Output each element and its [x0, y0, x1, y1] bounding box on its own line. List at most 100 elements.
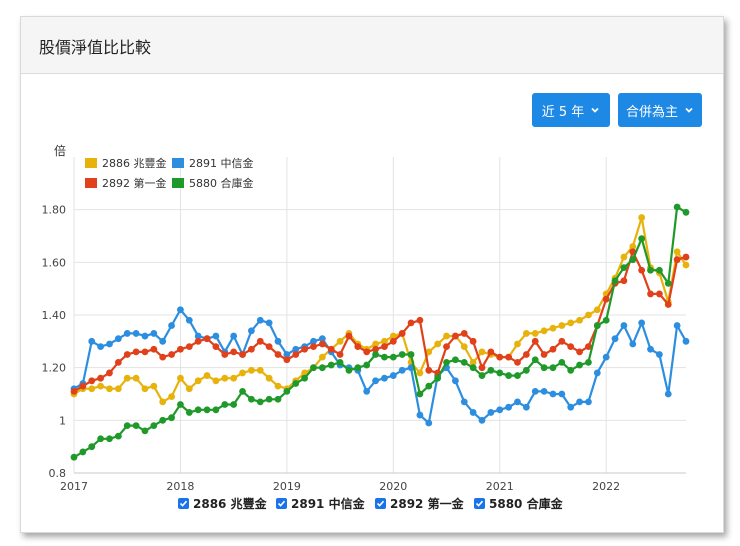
data-point — [522, 330, 530, 337]
data-point — [460, 398, 468, 406]
data-point — [70, 453, 78, 461]
data-point — [159, 416, 167, 424]
data-point — [363, 387, 371, 395]
data-point — [389, 353, 397, 361]
series-line-1 — [73, 308, 687, 425]
x-tick-label: 2022 — [592, 480, 620, 493]
checkbox-checked-icon — [375, 498, 386, 509]
data-point — [141, 348, 149, 356]
data-point — [469, 359, 477, 366]
data-point — [318, 335, 326, 343]
data-point — [132, 348, 140, 356]
data-point — [381, 374, 388, 382]
data-point — [327, 345, 335, 353]
data-point — [141, 427, 149, 435]
data-point — [292, 351, 300, 358]
checkbox-2886[interactable]: 2886 兆豐金 — [178, 495, 267, 512]
data-point — [434, 374, 442, 382]
data-point — [460, 343, 468, 350]
data-point — [79, 382, 87, 390]
data-point — [540, 351, 548, 358]
data-point — [531, 356, 539, 364]
x-tick-label: 2019 — [273, 480, 301, 493]
data-point — [585, 398, 592, 406]
data-point — [549, 324, 557, 332]
data-point — [629, 340, 637, 348]
data-point — [310, 364, 317, 372]
data-point — [398, 330, 406, 337]
data-point — [106, 385, 113, 393]
data-point — [620, 277, 628, 285]
data-point — [682, 337, 690, 345]
checkbox-checked-icon — [178, 498, 189, 509]
data-point — [177, 306, 184, 314]
data-point — [522, 366, 530, 374]
data-point — [230, 401, 238, 408]
legend-label: 2886 兆豐金 — [102, 156, 167, 170]
data-point — [185, 343, 193, 350]
data-point — [230, 348, 238, 356]
data-point — [602, 316, 610, 324]
data-point — [647, 345, 654, 353]
data-point — [168, 322, 175, 329]
legend-label: 5880 合庫金 — [189, 176, 254, 190]
data-point — [345, 332, 353, 340]
data-point — [416, 411, 424, 419]
data-point — [602, 353, 610, 361]
data-point — [416, 369, 424, 377]
data-point — [576, 316, 583, 324]
data-point — [558, 390, 566, 398]
data-point — [407, 351, 415, 358]
data-point — [159, 398, 167, 406]
checkbox-5880[interactable]: 5880 合庫金 — [474, 495, 563, 512]
data-point — [514, 398, 521, 406]
data-point — [310, 337, 317, 345]
data-point — [549, 364, 557, 372]
data-point — [106, 435, 113, 443]
data-point — [664, 280, 672, 287]
y-axis-label: 倍 — [54, 143, 66, 158]
data-point — [168, 414, 175, 422]
card-header: 股價淨值比比較 — [21, 17, 723, 74]
range-dropdown-label: 近 5 年 — [541, 104, 585, 120]
data-point — [505, 403, 513, 411]
data-point — [593, 369, 601, 377]
data-point — [611, 335, 619, 343]
data-point — [132, 330, 140, 337]
data-point — [114, 359, 122, 366]
series-line-2 — [73, 250, 687, 393]
y-tick-label: 1.80 — [42, 204, 67, 217]
data-point — [114, 432, 122, 440]
data-point — [496, 406, 504, 414]
data-point — [177, 374, 184, 382]
data-point — [381, 353, 388, 361]
data-point — [487, 409, 495, 416]
pb-ratio-card: 股價淨值比比較 近 5 年 合併為主 0.8 1 1.20 1.40 1.60 1.80 2… — [20, 16, 724, 533]
checkbox-2891[interactable]: 2891 中信金 — [276, 495, 365, 512]
data-point — [239, 387, 246, 395]
data-point — [97, 382, 105, 390]
data-point — [425, 382, 433, 390]
data-point — [389, 332, 397, 340]
data-point — [363, 348, 371, 356]
data-point — [318, 353, 326, 361]
data-point — [673, 203, 681, 211]
data-point — [318, 364, 326, 372]
data-point — [443, 343, 450, 350]
range-dropdown-button[interactable]: 近 5 年 — [532, 93, 610, 127]
data-point — [247, 366, 255, 374]
y-tick-label: 1.60 — [42, 256, 67, 269]
data-point — [274, 351, 282, 358]
data-point — [682, 261, 690, 269]
checkbox-label: 5880 合庫金 — [489, 497, 563, 511]
data-point — [185, 316, 193, 324]
data-point — [88, 377, 96, 385]
data-point — [274, 395, 282, 403]
data-point — [549, 345, 557, 353]
data-point — [460, 330, 468, 337]
mode-dropdown-button[interactable]: 合併為主 — [618, 93, 702, 127]
checkbox-2892[interactable]: 2892 第一金 — [375, 495, 464, 512]
data-point — [212, 332, 220, 340]
data-point — [247, 327, 255, 335]
data-point — [425, 348, 433, 356]
